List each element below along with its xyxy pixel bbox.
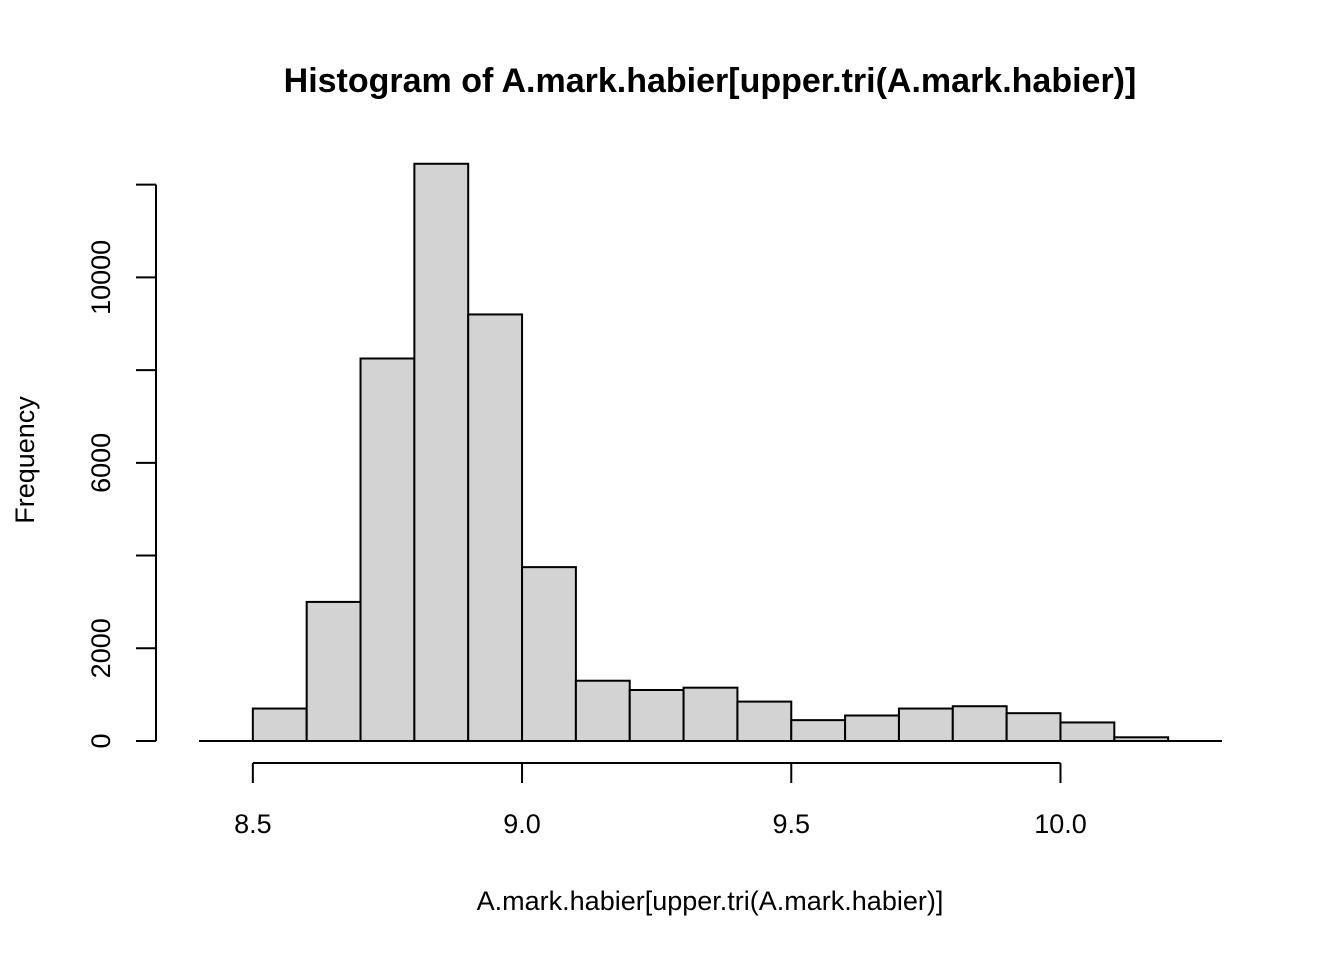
x-tick-label: 9.0 [503,809,541,839]
y-axis-label: Frequency [10,396,40,524]
histogram-bar [521,566,577,742]
x-axis: 8.5 9.0 9.5 10.0 [234,762,1087,839]
histogram-bar [251,707,308,743]
chart-title: Histogram of A.mark.habier[upper.tri(A.m… [284,62,1137,100]
histogram-bar [305,600,362,743]
histogram-bar [736,700,793,742]
histogram-bar [790,719,847,742]
histogram-bar [628,689,685,742]
histogram-bar [1059,721,1116,742]
y-tick-label: 0 [86,733,116,748]
histogram-bar [844,714,900,742]
histogram-bar [951,705,1008,743]
x-tick-label: 10.0 [1034,809,1087,839]
y-axis: 0 2000 6000 10000 [86,183,157,749]
histogram-bar [682,686,739,743]
x-tick-label: 8.5 [234,809,272,839]
histogram-bar [467,313,524,742]
x-axis-label: A.mark.habier[upper.tri(A.mark.habier)] [477,886,944,916]
bars-group [251,162,1170,743]
y-tick-label: 2000 [86,618,116,678]
histogram-bar [359,357,416,742]
histogram-bar [574,679,631,743]
histogram-bar [897,707,954,743]
y-tick-label: 10000 [86,240,116,315]
y-tick-label: 6000 [86,433,116,493]
x-tick-label: 9.5 [772,809,810,839]
histogram-bar [413,162,470,743]
histogram-bar [1005,712,1062,743]
